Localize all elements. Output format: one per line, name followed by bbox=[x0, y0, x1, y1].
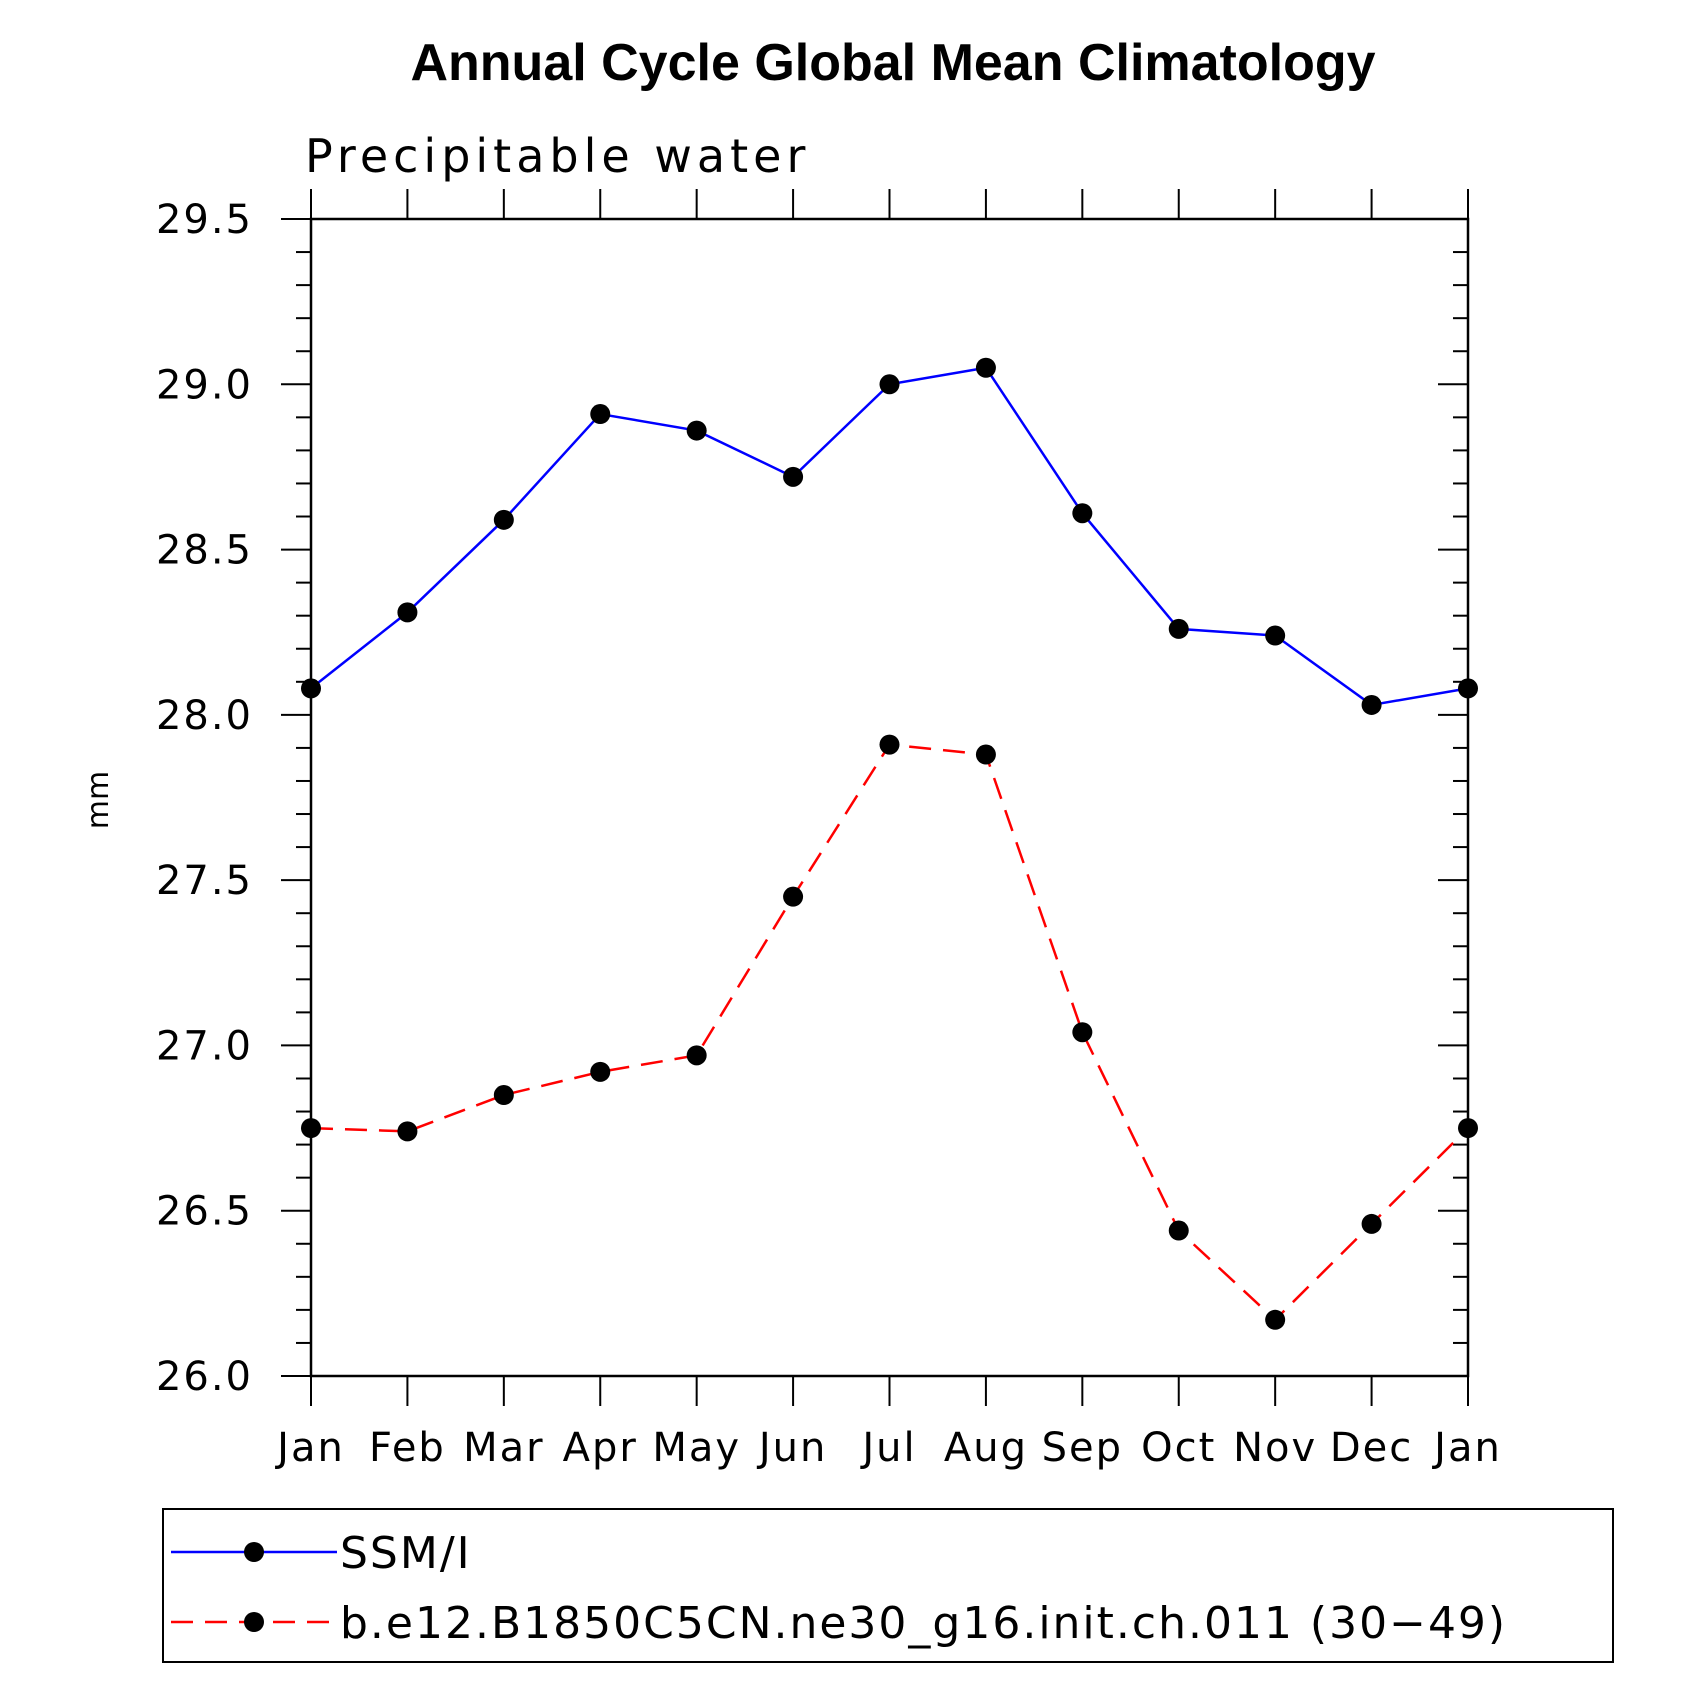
y-tick-label: 28.5 bbox=[156, 528, 253, 574]
legend-label-1: SSM/I bbox=[340, 1528, 472, 1579]
series-1-point bbox=[493, 509, 514, 530]
x-tick-label: Jun bbox=[756, 1425, 828, 1471]
x-tick-label: Jan bbox=[274, 1425, 345, 1471]
series-2-point bbox=[1265, 1309, 1286, 1330]
series-1-point bbox=[1072, 503, 1093, 524]
series-1-point bbox=[1458, 678, 1478, 699]
x-tick-label: Sep bbox=[1042, 1425, 1123, 1471]
y-axis-label: mm bbox=[81, 771, 116, 829]
x-tick-label: Jul bbox=[859, 1425, 916, 1471]
x-tick-label: Aug bbox=[944, 1425, 1028, 1471]
y-tick-label: 28.0 bbox=[156, 693, 253, 739]
y-tick-label: 29.5 bbox=[156, 197, 253, 243]
series-2-point bbox=[1168, 1220, 1189, 1241]
series-1-point bbox=[1265, 625, 1286, 646]
series-1-point bbox=[1361, 694, 1382, 715]
series-2-point bbox=[1361, 1213, 1382, 1234]
series-line-1 bbox=[310, 366, 1469, 707]
y-tick-label: 27.0 bbox=[156, 1023, 253, 1069]
chart-subtitle: Precipitable water bbox=[305, 129, 810, 183]
legend-marker-1 bbox=[244, 1542, 264, 1562]
series-2-point bbox=[397, 1121, 418, 1142]
series-2-point bbox=[301, 1118, 321, 1139]
legend: SSM/I b.e12.B1850C5CN.ne30_g16.init.ch.01… bbox=[162, 1508, 1614, 1663]
series-1-point bbox=[879, 374, 900, 395]
series-1-point bbox=[590, 404, 611, 425]
y-tick-label: 26.5 bbox=[156, 1189, 253, 1235]
series-1-point bbox=[1168, 618, 1189, 639]
series-1-point bbox=[975, 357, 996, 378]
legend-box bbox=[162, 1508, 1614, 1663]
x-tick-label: Feb bbox=[369, 1425, 446, 1471]
x-tick-label: Mar bbox=[463, 1425, 544, 1471]
series-layer bbox=[301, 357, 1478, 1330]
y-tick-label: 26.0 bbox=[156, 1354, 253, 1400]
series-2-point bbox=[686, 1045, 707, 1066]
series-2-point bbox=[879, 734, 900, 755]
series-1-point bbox=[686, 420, 707, 441]
series-line-2 bbox=[310, 743, 1469, 1322]
legend-marker-2 bbox=[244, 1612, 264, 1632]
series-1-point bbox=[301, 678, 321, 699]
x-tick-label: Apr bbox=[563, 1425, 638, 1471]
chart-title: Annual Cycle Global Mean Climatology bbox=[410, 34, 1375, 92]
series-1-point bbox=[783, 466, 804, 487]
series-2-point bbox=[975, 744, 996, 765]
y-tick-label: 29.0 bbox=[156, 362, 253, 408]
axes: 26.0 26.5 27.0 27.5 28.0 28.5 29.0 29.5 Jan Feb Ma… bbox=[156, 189, 1502, 1471]
x-tick-label: Dec bbox=[1330, 1425, 1413, 1471]
legend-label-2: b.e12.B1850C5CN.ne30_g16.init.ch.011 (30… bbox=[340, 1598, 1507, 1649]
series-2-point bbox=[783, 886, 804, 907]
series-2-point bbox=[493, 1085, 514, 1106]
series-2-point bbox=[590, 1061, 611, 1082]
x-tick-label: Oct bbox=[1141, 1425, 1216, 1471]
series-2-point bbox=[1458, 1118, 1478, 1139]
x-tick-label: Nov bbox=[1233, 1425, 1317, 1471]
series-2-point bbox=[1072, 1022, 1093, 1043]
series-1-point bbox=[397, 602, 418, 623]
x-tick-label: May bbox=[652, 1425, 741, 1471]
y-tick-label: 27.5 bbox=[156, 858, 253, 904]
x-tick-label: Jan bbox=[1431, 1425, 1502, 1471]
